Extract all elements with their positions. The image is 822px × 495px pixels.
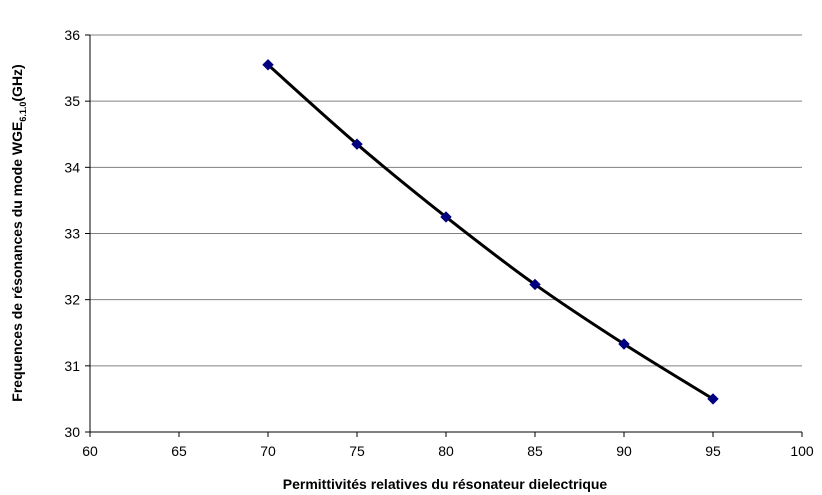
y-axis-title-main: Frequences de résonances du mode WGE (9, 122, 25, 402)
y-tick-label: 32 (64, 292, 80, 308)
x-tick-label: 65 (171, 443, 187, 459)
tick-labels: 30 31 32 33 34 35 36 60 65 70 75 80 85 90 95 100 (64, 27, 813, 459)
gridlines (90, 34, 802, 367)
y-tick-label: 35 (64, 93, 80, 109)
x-tick-label: 100 (790, 443, 814, 459)
x-axis-title: Permittivités relatives du résonateur di… (283, 476, 608, 492)
x-tick-label: 70 (260, 443, 276, 459)
data-point-marker (618, 338, 630, 350)
tick-marks (85, 34, 803, 437)
y-axis-title-subscript: 6.1.0 (18, 102, 28, 122)
y-axis-title: Frequences de résonances du mode WGE6.1.… (9, 64, 28, 401)
y-tick-label: 33 (64, 226, 80, 242)
x-tick-label: 90 (616, 443, 632, 459)
x-tick-label: 60 (82, 443, 98, 459)
x-tick-label: 80 (438, 443, 454, 459)
x-tick-label: 85 (527, 443, 543, 459)
data-point-marker (351, 138, 363, 150)
data-point-marker (529, 278, 541, 291)
data-point-marker (440, 211, 452, 223)
y-tick-label: 36 (64, 27, 80, 43)
series-group (262, 59, 719, 405)
x-tick-label: 75 (349, 443, 365, 459)
y-axis-title-suffix: (GHz) (9, 64, 25, 101)
data-point-marker (707, 393, 719, 405)
data-point-marker (262, 59, 274, 71)
series-line (267, 63, 714, 401)
y-tick-label: 34 (64, 159, 80, 175)
y-tick-label: 31 (64, 358, 80, 374)
x-tick-label: 95 (705, 443, 721, 459)
y-tick-label: 30 (64, 424, 80, 440)
